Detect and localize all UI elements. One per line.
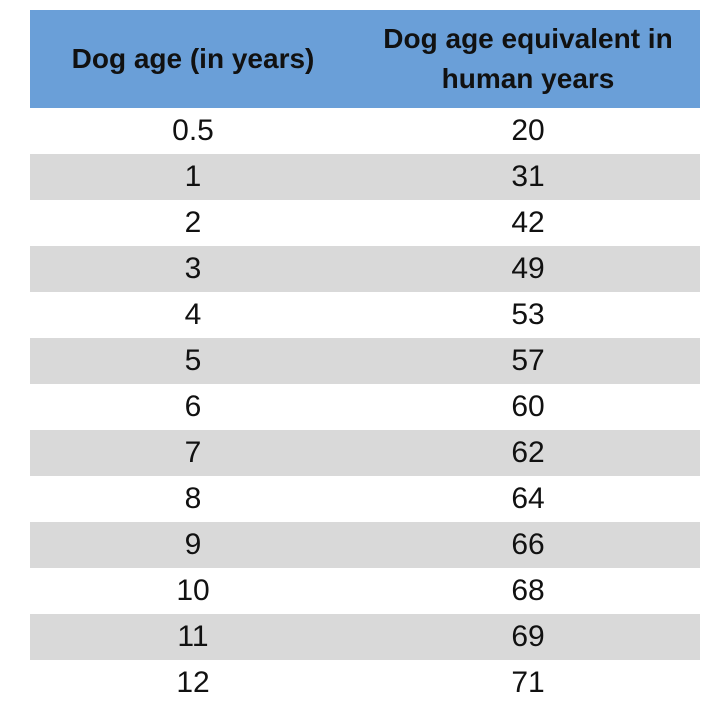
table-body: 0.5 20 1 31 2 42 3 49 4 53 5 57 6 60 7 62 8 64 9 66 10 68 11 69… [30, 108, 700, 706]
table-cell: 6 [184, 390, 202, 423]
table-cell: 7 [30, 430, 356, 476]
table-cell: 3 [30, 246, 356, 292]
table-row: 6 60 [30, 384, 700, 430]
table-cell: 53 [511, 298, 545, 331]
header-row: Dog age (in years) Dog age equivalent in… [30, 10, 700, 108]
table-cell: 9 [30, 522, 356, 568]
table-cell: 49 [356, 246, 700, 292]
table-cell: 1 [30, 154, 356, 200]
table-cell: 57 [356, 338, 700, 384]
age-table: Dog age (in years) Dog age equivalent in… [30, 10, 700, 706]
table-row: 12 71 [30, 660, 700, 706]
table-cell: 8 [184, 482, 202, 515]
table-cell: 64 [511, 482, 545, 515]
table-cell: 31 [356, 154, 700, 200]
table-row: 10 68 [30, 568, 700, 614]
table-container: Dog age (in years) Dog age equivalent in… [30, 10, 700, 706]
table-row: 11 69 [30, 614, 700, 660]
table-row: 0.5 20 [30, 108, 700, 154]
table-cell: 10 [176, 574, 210, 607]
table-row: 3 49 [30, 246, 700, 292]
table-row: 5 57 [30, 338, 700, 384]
header-cell: Dog age equivalent in human years [356, 10, 700, 108]
table-row: 7 62 [30, 430, 700, 476]
table-row: 4 53 [30, 292, 700, 338]
header-text: Dog age (in years) [71, 43, 315, 74]
table-cell: 11 [30, 614, 356, 660]
table-cell: 71 [511, 666, 545, 699]
table-cell: 62 [356, 430, 700, 476]
table-cell: 0.5 [172, 114, 214, 147]
table-cell: 68 [511, 574, 545, 607]
table-row: 8 64 [30, 476, 700, 522]
table-cell: 20 [511, 114, 545, 147]
table-cell: 5 [30, 338, 356, 384]
table-row: 9 66 [30, 522, 700, 568]
table-cell: 12 [176, 666, 210, 699]
table-row: 1 31 [30, 154, 700, 200]
table-cell: 4 [184, 298, 202, 331]
table-cell: 66 [356, 522, 700, 568]
table-cell: 60 [511, 390, 545, 423]
header-cell: Dog age (in years) [30, 10, 356, 108]
table-cell: 42 [511, 206, 545, 239]
header-text: Dog age equivalent in human years [383, 23, 673, 94]
table-cell: 2 [184, 206, 202, 239]
table-cell: 69 [356, 614, 700, 660]
table-row: 2 42 [30, 200, 700, 246]
table-header: Dog age (in years) Dog age equivalent in… [30, 10, 700, 108]
